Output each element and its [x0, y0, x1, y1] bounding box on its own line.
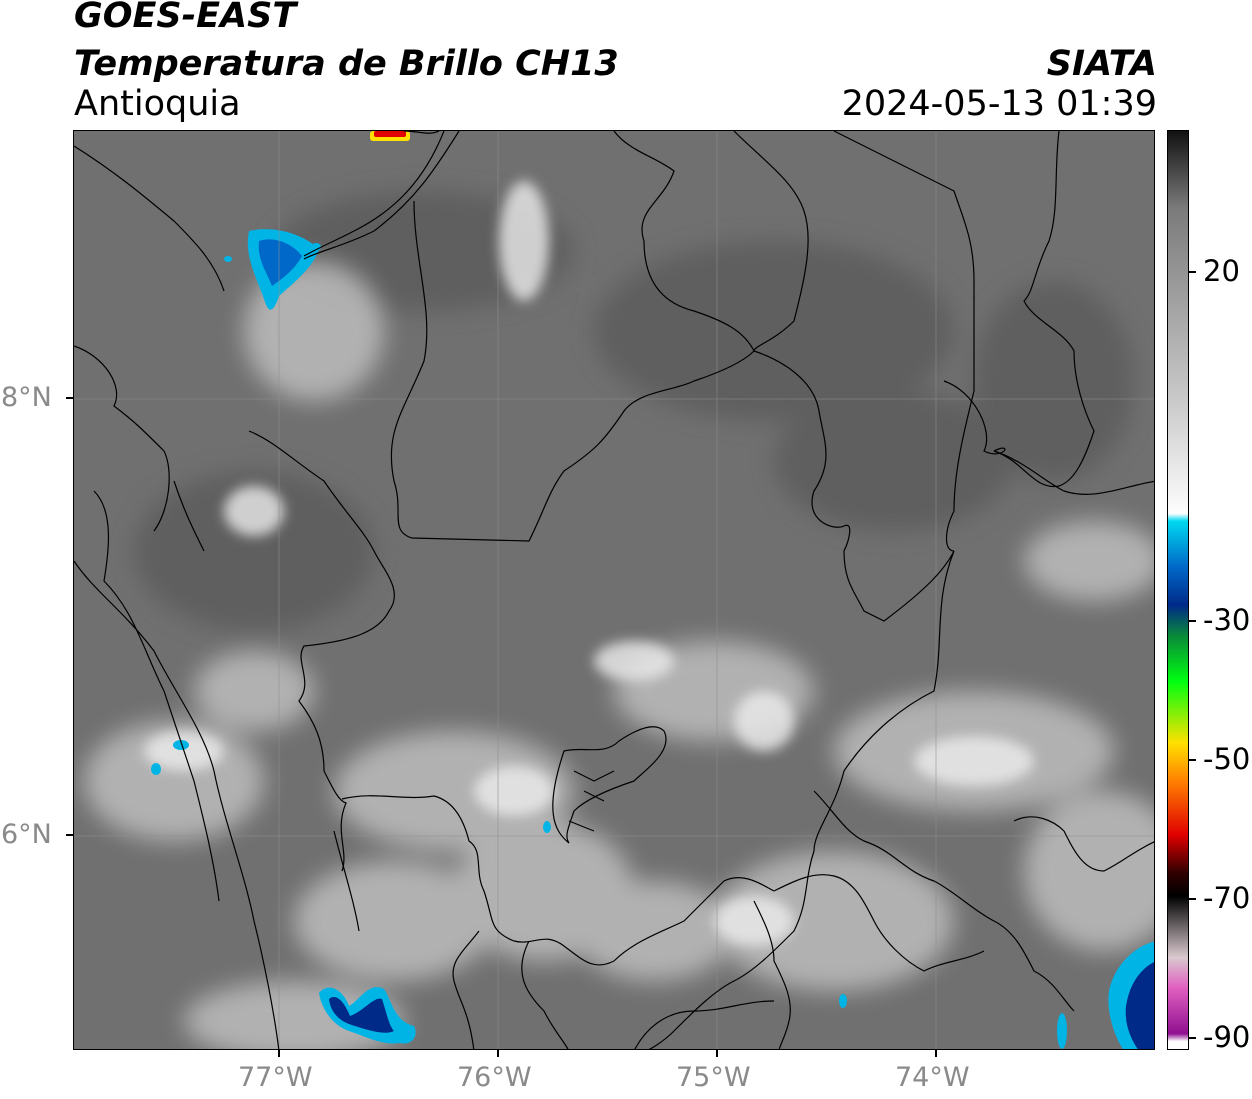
cold-cloud-tops	[151, 229, 1154, 1049]
lon-label-76w: 76°W	[457, 1062, 532, 1093]
colorbar-tick-minus30	[1189, 620, 1196, 622]
colorbar-label-minus30: -30	[1203, 603, 1251, 637]
colorbar-tick-minus90	[1189, 1037, 1196, 1039]
colorbar-label-minus70: -70	[1203, 881, 1251, 915]
colorbar-tick-minus50	[1189, 759, 1196, 761]
lon-label-75w: 75°W	[676, 1062, 751, 1093]
lon-tick-77w	[278, 1050, 280, 1057]
lon-label-74w: 74°W	[895, 1062, 970, 1093]
lat-tick-6n	[66, 834, 73, 836]
colorbar-label-minus50: -50	[1203, 742, 1251, 776]
temperature-colorbar	[1167, 130, 1189, 1050]
lat-tick-8n	[66, 397, 73, 399]
gridlines	[74, 131, 1154, 1049]
organization-label: SIATA	[1046, 44, 1157, 84]
satellite-map[interactable]	[73, 130, 1155, 1050]
colorbar-label-minus90: -90	[1203, 1020, 1251, 1054]
lon-label-77w: 77°W	[238, 1062, 313, 1093]
lat-label-6n: 6°N	[1, 819, 52, 850]
lon-tick-75w	[716, 1050, 718, 1057]
product-title: Temperatura de Brillo CH13	[74, 44, 619, 84]
region-title: Antioquia	[74, 84, 241, 124]
colorbar-tick-minus70	[1189, 898, 1196, 900]
lon-tick-76w	[497, 1050, 499, 1057]
bright-cloud-tops	[144, 181, 1034, 946]
colorbar-tick-20	[1189, 271, 1196, 273]
boundaries	[74, 131, 1154, 1049]
datetime-label: 2024-05-13 01:39	[841, 84, 1157, 124]
lon-tick-74w	[935, 1050, 937, 1057]
satellite-title: GOES-EAST	[74, 0, 297, 36]
colorbar-label-20: 20	[1203, 254, 1240, 288]
cloud-areas	[84, 261, 1154, 1049]
hot-spot	[370, 131, 410, 141]
lat-label-8n: 8°N	[1, 382, 52, 413]
